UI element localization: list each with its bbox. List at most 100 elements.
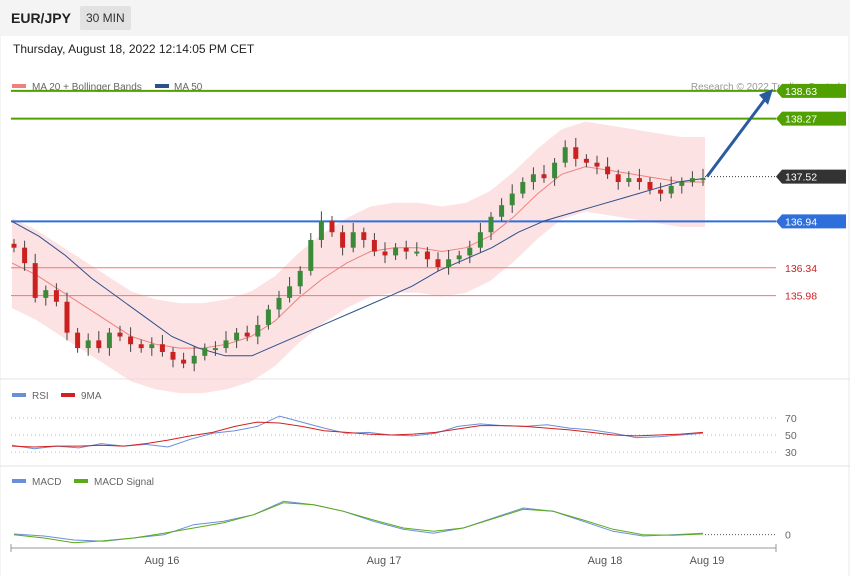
candle-body <box>509 193 515 206</box>
candle-body <box>393 247 399 256</box>
candle-body <box>287 286 293 298</box>
rsi-tick-label: 70 <box>785 413 797 425</box>
candle-body <box>149 344 155 349</box>
ma20-line <box>11 166 705 349</box>
candle-body <box>435 259 441 267</box>
price-plot: 138.63 138.27 137.52 136.94 136.34 135.98 <box>11 83 846 394</box>
legend-ma50-swatch <box>155 84 169 88</box>
candle-body <box>499 205 505 217</box>
candle-body <box>22 247 28 264</box>
candle-body <box>541 174 547 179</box>
candle-body <box>552 162 558 179</box>
candle-body <box>308 239 314 271</box>
legend-ma50-label: MA 50 <box>174 82 203 93</box>
resistance-value: 138.63 <box>785 86 817 98</box>
rsi-tick-label: 50 <box>785 430 797 442</box>
candle-body <box>32 263 38 298</box>
candle-body <box>340 232 346 248</box>
candle-body <box>265 309 271 325</box>
candle-body <box>191 355 197 364</box>
ma50-line <box>11 177 706 357</box>
candle-body <box>85 340 91 349</box>
candle-body <box>626 178 632 183</box>
timeframe-button[interactable]: 30 MIN <box>80 6 131 30</box>
candle-body <box>403 247 409 252</box>
resistance-tag <box>776 111 846 126</box>
x-tick-label: Aug 16 <box>145 555 180 567</box>
candle-body <box>658 189 664 194</box>
candle-body <box>64 301 70 333</box>
candle-body <box>244 332 250 337</box>
candle-body <box>679 182 685 186</box>
rsi-plot: 30 50 70 <box>11 413 797 459</box>
candle-body <box>477 232 483 248</box>
candle-body <box>689 178 695 183</box>
candle-body <box>276 297 282 310</box>
symbol-title: EUR/JPY <box>11 10 71 26</box>
candle-body <box>350 232 356 248</box>
candle-body <box>159 344 165 352</box>
macd-line <box>13 500 704 542</box>
current-price-tag <box>776 169 846 184</box>
legend-rsi-swatch <box>12 393 26 397</box>
candle-body <box>53 290 59 302</box>
candle-body <box>11 243 17 248</box>
rsi-ma-line <box>11 421 704 448</box>
candle-body <box>382 251 388 256</box>
candle-body <box>117 332 123 337</box>
candle-body <box>212 348 218 351</box>
candle-body <box>573 147 579 159</box>
chart-header: EUR/JPY 30 MIN <box>0 0 850 36</box>
candle-body <box>318 220 324 240</box>
resistance-tag <box>776 83 846 98</box>
candle-body <box>106 332 112 349</box>
rsi-line <box>11 415 704 450</box>
macd-signal-line <box>13 502 704 544</box>
candle-body <box>371 239 377 252</box>
resistance-value: 138.27 <box>785 114 817 126</box>
x-tick-label: Aug 18 <box>588 555 623 567</box>
support-value: 135.98 <box>785 291 817 303</box>
macd-tick-label: 0 <box>785 530 791 542</box>
rsi-tick-label: 30 <box>785 447 797 459</box>
candle-body <box>636 178 642 183</box>
candle-body <box>520 182 526 194</box>
projection-arrowhead <box>759 88 773 105</box>
candle-body <box>467 247 473 256</box>
x-tick-label: Aug 17 <box>367 555 402 567</box>
candle-body <box>75 332 81 349</box>
candle-body <box>700 178 706 181</box>
candle-body <box>223 340 229 349</box>
candle-body <box>138 344 144 349</box>
candle-body <box>668 185 674 194</box>
candle-body <box>329 220 335 233</box>
projection-arrow <box>705 96 768 178</box>
pivot-tag <box>776 214 846 229</box>
candle-body <box>181 359 187 364</box>
candle-body <box>255 324 261 337</box>
candle-body <box>202 348 208 356</box>
candle-body <box>43 290 49 298</box>
candle-body <box>583 158 589 163</box>
timestamp: Thursday, August 18, 2022 12:14:05 PM CE… <box>13 42 255 56</box>
pivot-value: 136.94 <box>785 216 817 228</box>
candle-body <box>446 259 452 267</box>
candle-body <box>361 232 367 240</box>
x-tick-label: Aug 19 <box>690 555 725 567</box>
candle-body <box>562 147 568 163</box>
candle-body <box>488 216 494 233</box>
candle-body <box>414 251 420 254</box>
legend-rsi-ma-label: 9MA <box>81 391 102 402</box>
legend-macd-signal-swatch <box>74 479 88 483</box>
x-axis-labels: Aug 16 Aug 17 Aug 18 Aug 19 <box>145 555 725 567</box>
candle-body <box>297 270 303 287</box>
candle-body <box>170 351 176 360</box>
candle-body <box>605 166 611 175</box>
support-value: 136.34 <box>785 263 817 275</box>
legend-macd-label: MACD <box>32 477 61 488</box>
candle-body <box>530 174 536 183</box>
candle-body <box>424 251 430 260</box>
legend-ma20-label: MA 20 + Bollinger Bands <box>32 82 142 93</box>
legend-rsi-label: RSI <box>32 391 49 402</box>
